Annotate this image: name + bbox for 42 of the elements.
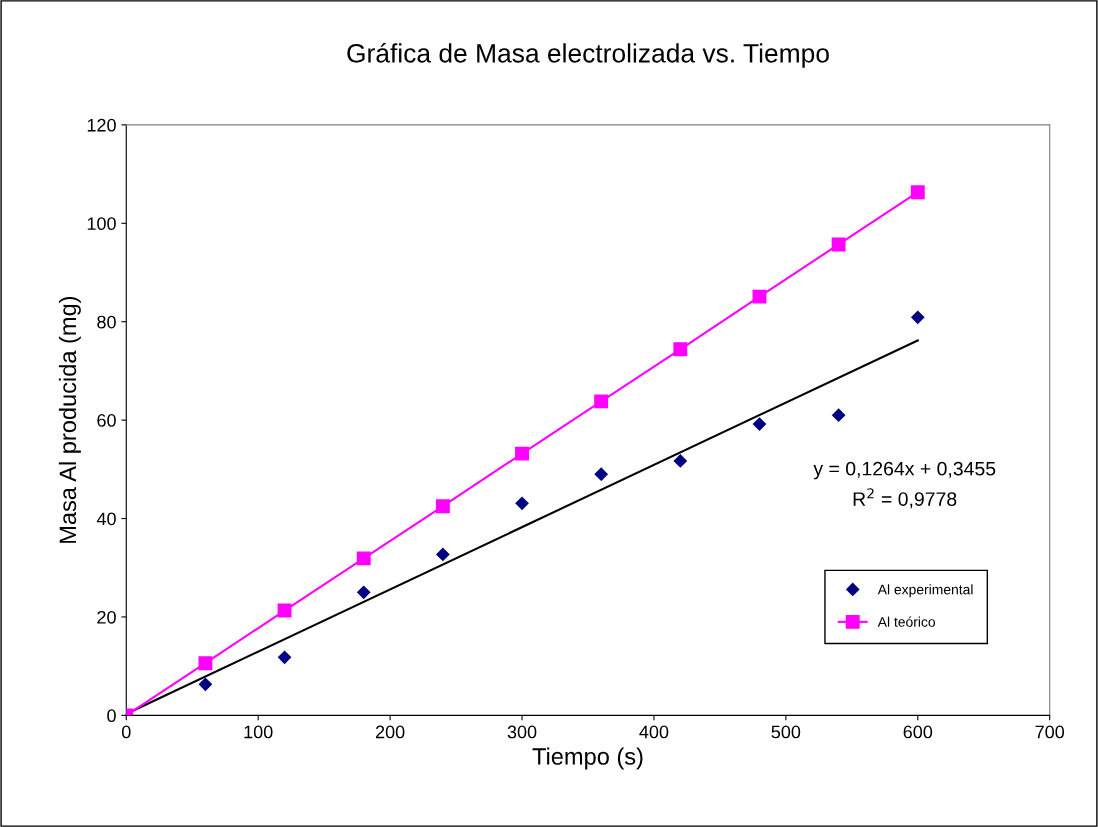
y-tick-label: 20: [97, 610, 116, 624]
annotation: y = 0,1264x + 0,3455: [813, 461, 996, 480]
y-axis-title: Masa Al producida (mg): [58, 296, 81, 543]
legend-label: Al teórico: [877, 616, 936, 627]
x-tick-label: 400: [639, 725, 669, 739]
point: [436, 547, 450, 562]
point: [277, 603, 292, 618]
y-tick-label: 0: [107, 709, 116, 723]
annotation: R$^{2}$ = 0,9778: [853, 488, 957, 509]
x-tick-label: 200: [375, 725, 405, 739]
point: [832, 408, 846, 422]
y-tick-label: 60: [97, 414, 116, 427]
point: [752, 417, 767, 431]
point: [356, 551, 371, 566]
point: [515, 446, 529, 461]
point: [831, 237, 846, 252]
point: [911, 310, 925, 324]
point: [673, 454, 687, 468]
point: [515, 496, 529, 510]
y-tick-label: 80: [97, 315, 116, 329]
point: [198, 677, 213, 691]
point: [673, 342, 688, 357]
x-tick-label: 100: [244, 725, 273, 739]
x-tick-label: 700: [1035, 725, 1065, 739]
legend-label: Al experimental: [877, 584, 973, 598]
x-axis-title: Tiempo (s): [532, 747, 643, 770]
x-tick-label: 300: [507, 725, 537, 739]
point: [357, 585, 371, 599]
point: [910, 185, 925, 200]
x-tick-label: 600: [903, 725, 933, 739]
point: [277, 650, 292, 664]
y-tick-label: 40: [96, 512, 116, 526]
point: [435, 499, 450, 514]
x-tick-label: 0: [121, 725, 131, 739]
point: [594, 394, 609, 409]
point: [198, 656, 213, 671]
chart-title: Gráfica de Masa electrolizada vs. Tiempo: [347, 42, 829, 68]
point: [752, 289, 767, 304]
y-tick-label: 100: [87, 217, 116, 231]
y-tick-label: 120: [87, 118, 116, 132]
point: [594, 467, 608, 481]
x-tick-label: 500: [771, 725, 801, 739]
